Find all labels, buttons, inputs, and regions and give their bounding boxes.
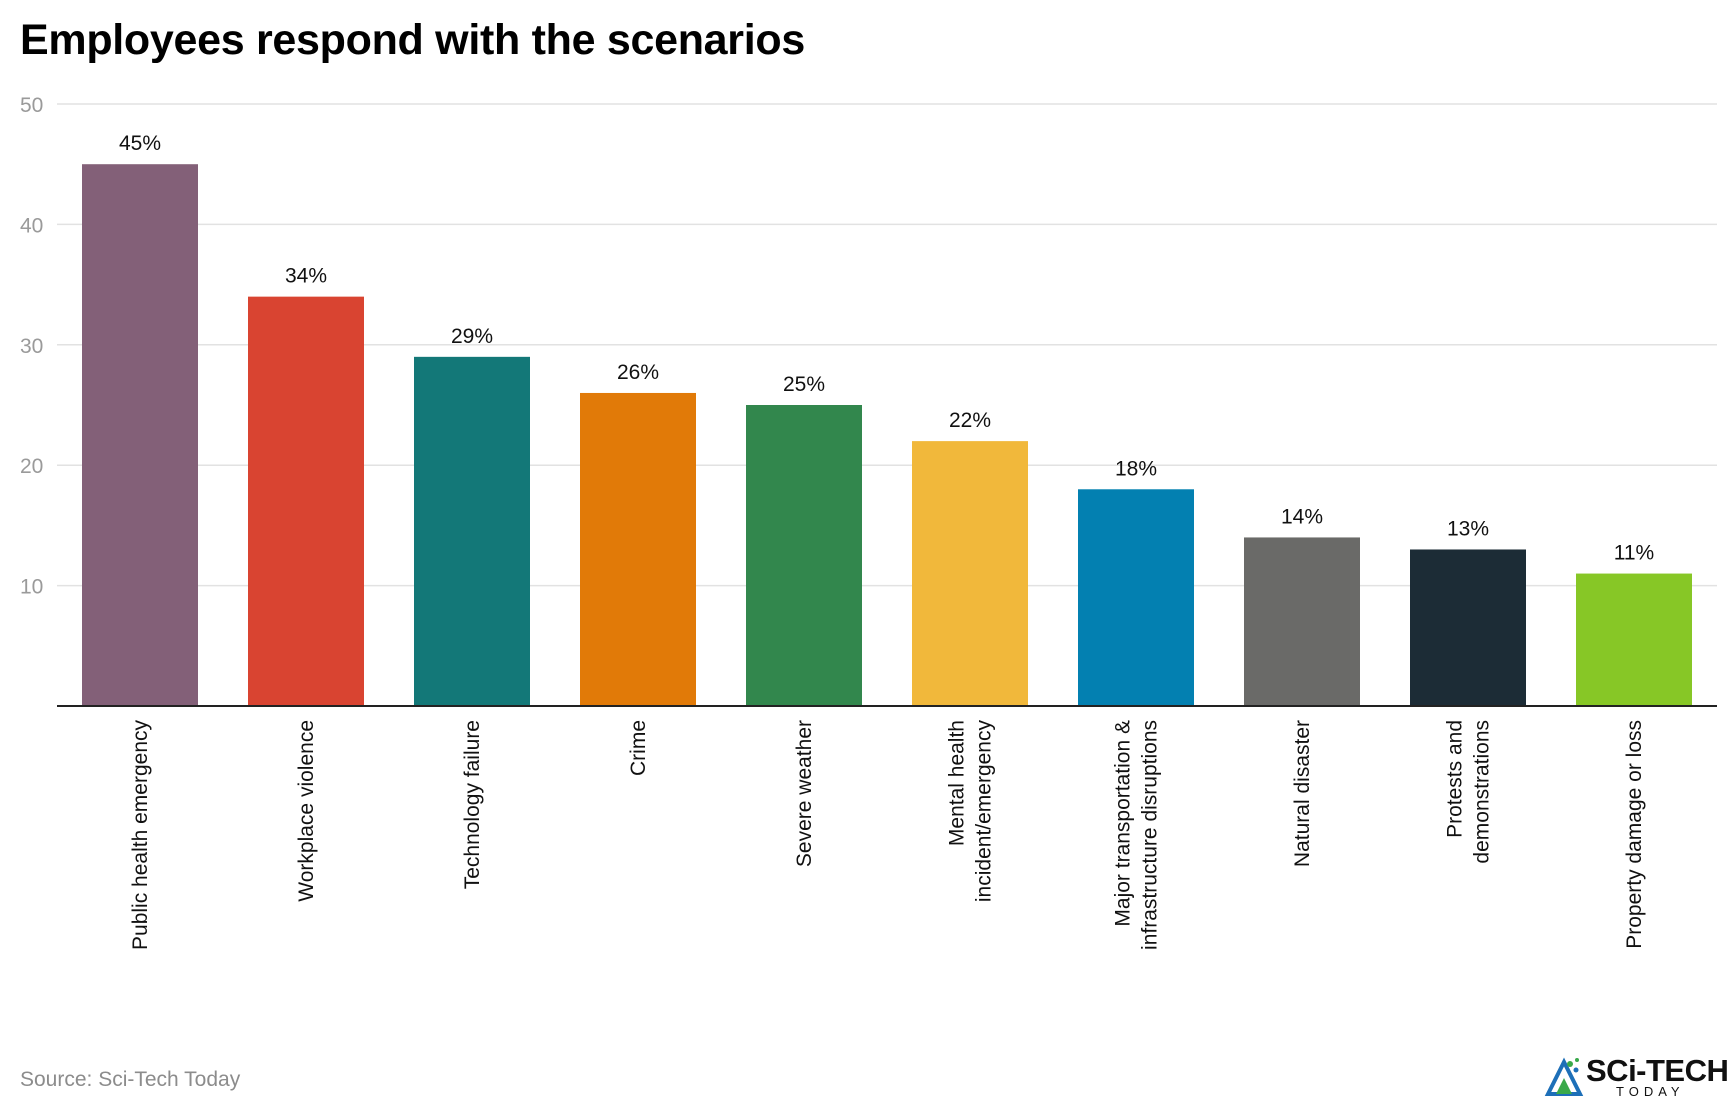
data-label: 13% <box>1447 517 1489 540</box>
x-tick-label-line: infrastructure disruptions <box>1139 720 1162 950</box>
x-tick-label-line: Protests and <box>1444 720 1467 838</box>
x-tick-label-line: Severe weather <box>793 720 816 867</box>
x-tick-label-line: Natural disaster <box>1291 720 1314 867</box>
bar <box>82 164 198 706</box>
y-tick-label: 20 <box>20 455 43 478</box>
bar <box>414 356 530 706</box>
source-note: Source: Sci-Tech Today <box>20 1068 241 1091</box>
data-label: 45% <box>119 132 161 155</box>
y-tick-label: 10 <box>20 576 43 599</box>
data-label: 25% <box>783 373 825 396</box>
y-tick-label: 30 <box>20 335 43 358</box>
data-label: 18% <box>1115 457 1157 480</box>
bar <box>580 392 696 706</box>
x-tick-label: Workplace violence <box>295 720 318 902</box>
x-tick-label: Property damage or loss <box>1623 720 1646 949</box>
x-tick-label-line: demonstrations <box>1471 720 1494 864</box>
data-label: 34% <box>285 265 327 288</box>
sci-tech-today-logo: SCi-TECH TODAY <box>1544 1053 1730 1099</box>
x-tick-label: Severe weather <box>793 720 816 867</box>
data-label: 29% <box>451 325 493 348</box>
x-tick-label: Protests and demonstrations <box>1444 720 1494 864</box>
bar <box>1410 549 1526 706</box>
x-tick-label-line: Crime <box>627 720 650 776</box>
data-label: 11% <box>1614 542 1654 565</box>
logo-wordmark: SCi-TECH <box>1586 1053 1729 1088</box>
x-tick-label-line: Technology failure <box>461 720 484 889</box>
x-tick-label: Major transportation & infrastructure dis… <box>1112 720 1162 950</box>
x-tick-label-line: Public health emergency <box>129 720 152 950</box>
y-tick-label: 50 <box>20 94 43 117</box>
bar <box>1244 537 1360 706</box>
x-tick-label-line: incident/emergency <box>973 720 996 903</box>
x-tick-label-line: Mental health <box>946 720 969 846</box>
x-tick-label-line: Workplace violence <box>295 720 318 902</box>
x-tick-label-line: Major transportation & <box>1112 720 1135 927</box>
bar <box>1078 489 1194 706</box>
bar <box>248 296 364 706</box>
x-tick-label: Crime <box>627 720 650 776</box>
data-label: 14% <box>1281 505 1323 528</box>
bar <box>746 405 862 706</box>
x-tick-label: Natural disaster <box>1291 720 1314 867</box>
bar <box>1576 573 1692 706</box>
bar-chart: 10 20 30 40 50 45% Public health emergency 34% W… <box>20 94 1717 950</box>
chart-title: Employees respond with the scenarios <box>20 16 805 64</box>
data-label: 22% <box>949 409 991 432</box>
x-tick-label: Mental health incident/emergency <box>946 720 996 903</box>
logo-subtitle: TODAY <box>1616 1084 1685 1099</box>
logo-mark-icon <box>1544 1057 1584 1096</box>
data-label: 26% <box>617 361 659 384</box>
x-tick-label: Technology failure <box>461 720 484 889</box>
y-tick-label: 40 <box>20 214 43 237</box>
x-tick-label-line: Property damage or loss <box>1623 720 1646 949</box>
x-tick-label: Public health emergency <box>129 720 152 950</box>
bar <box>912 441 1028 706</box>
